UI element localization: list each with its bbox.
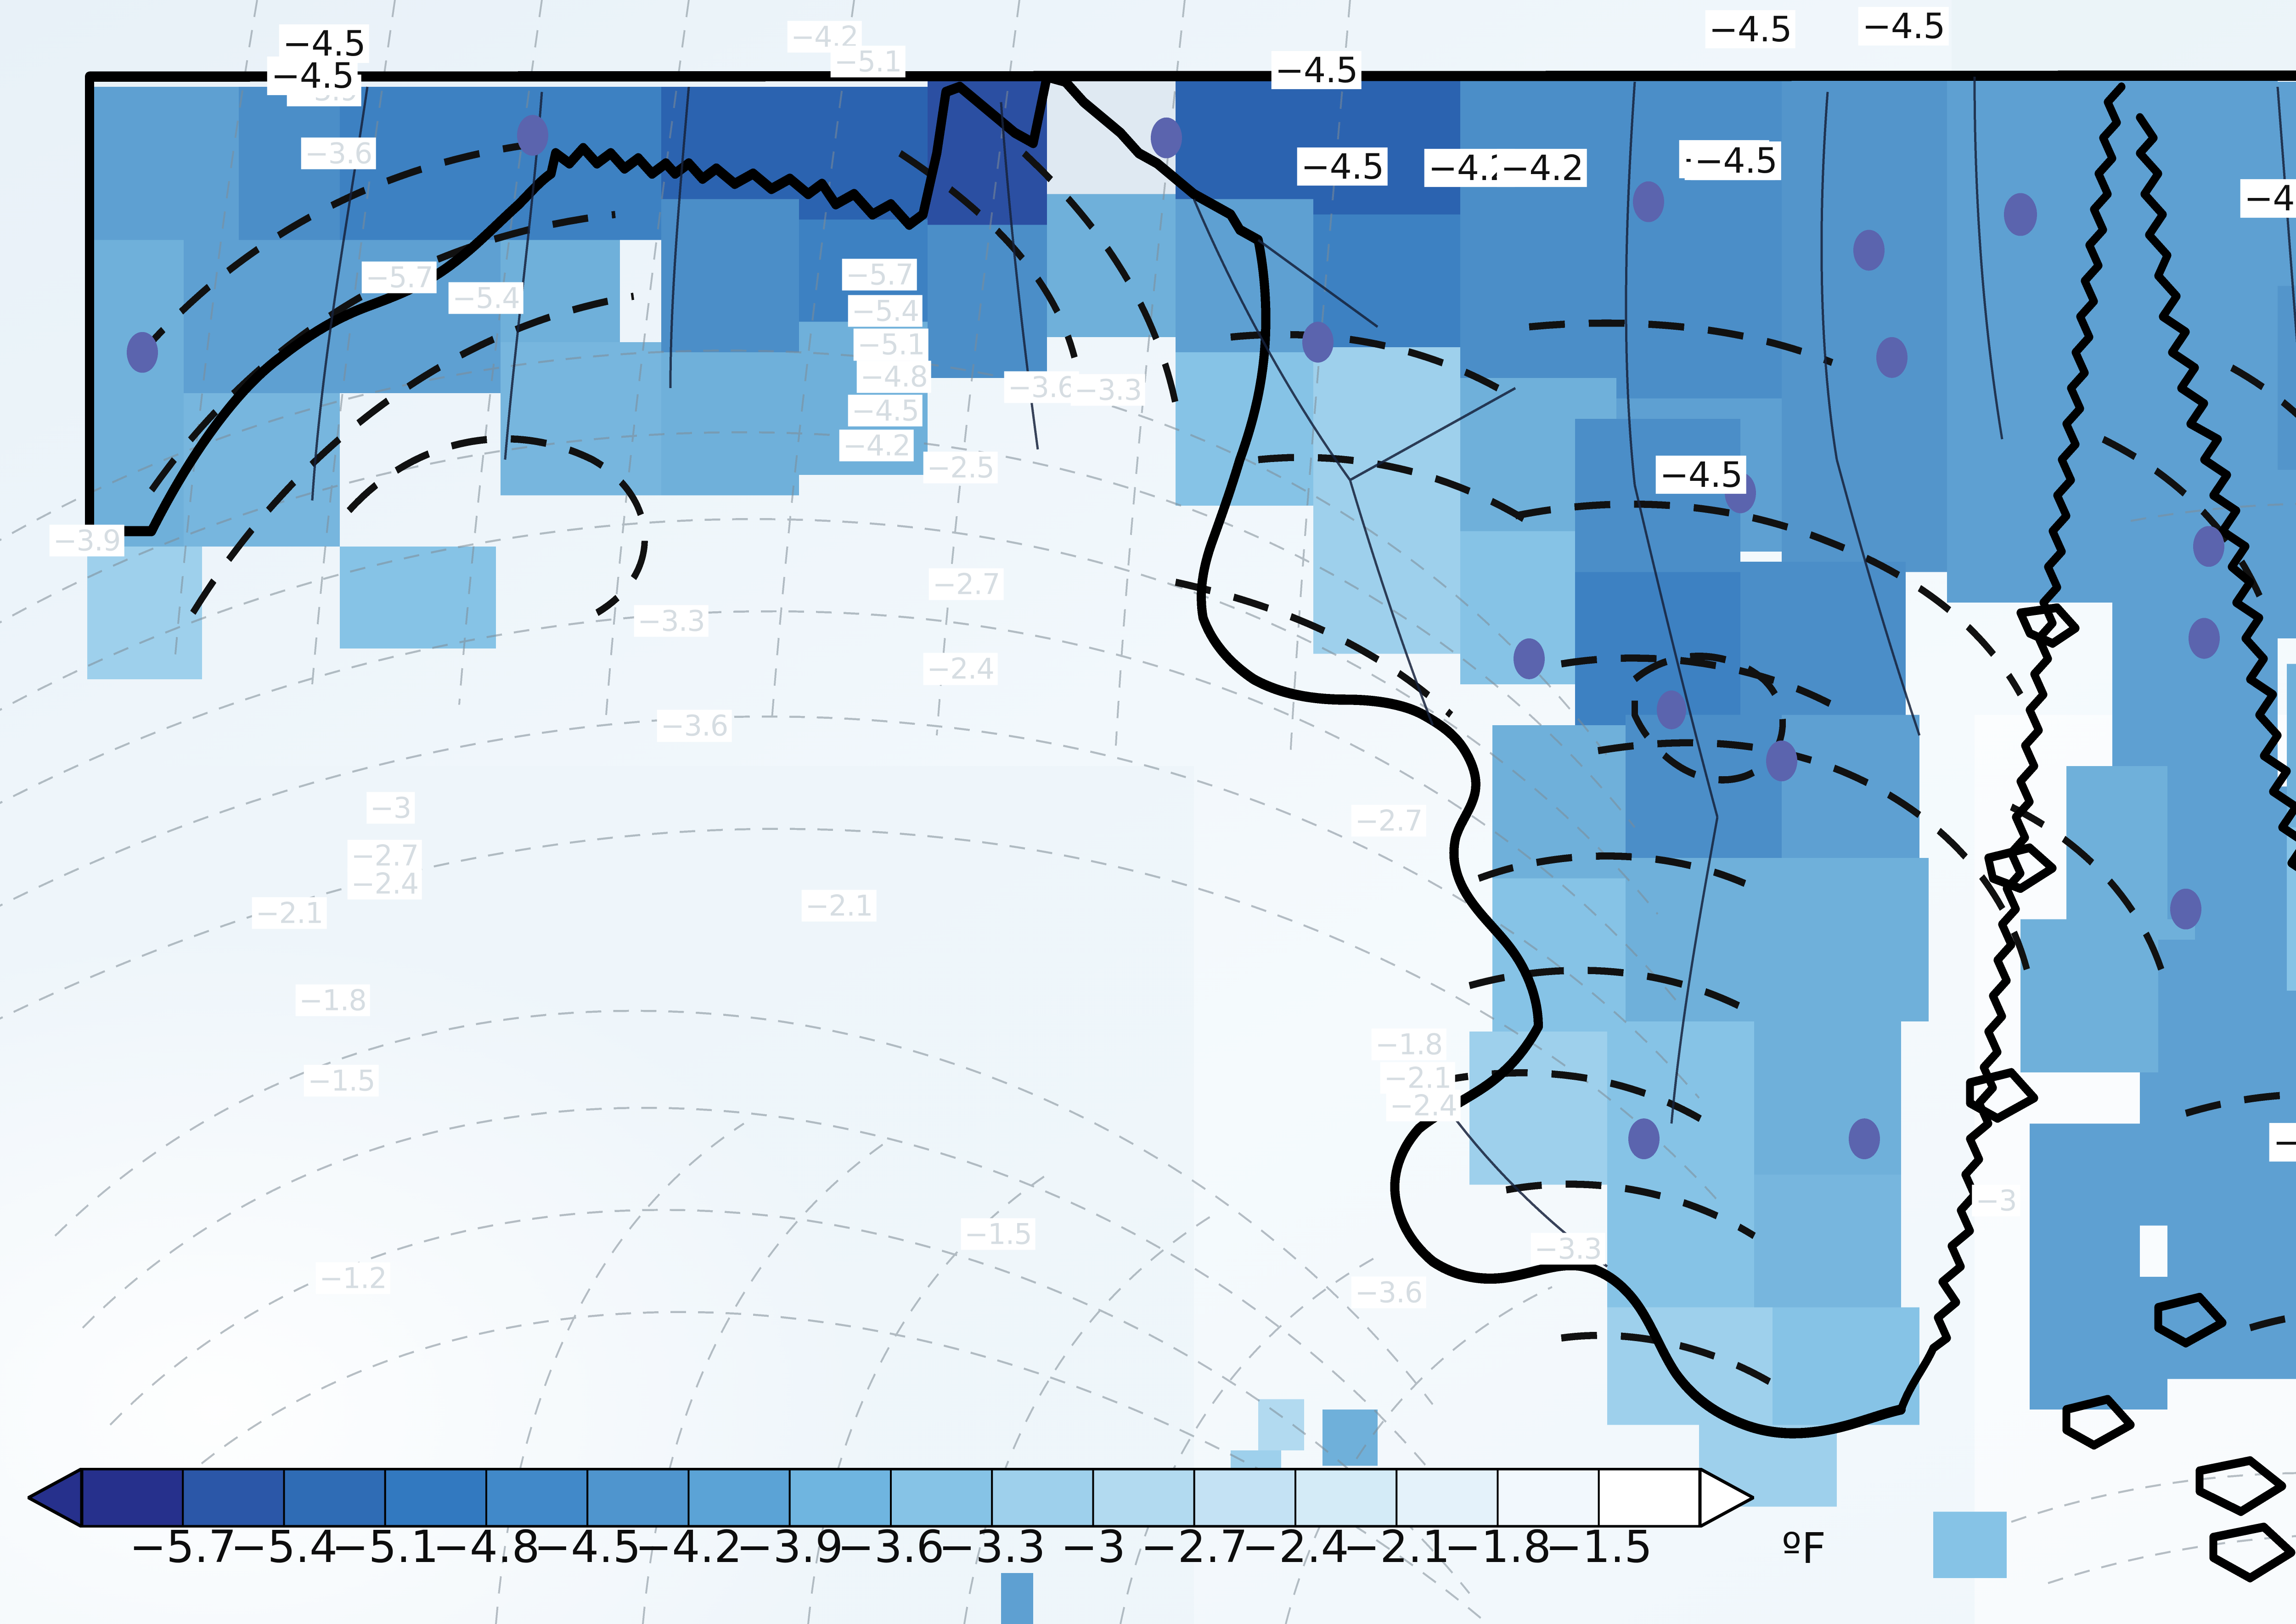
contour-label: −1.8 bbox=[295, 984, 370, 1016]
contour-label: −5.1 bbox=[830, 45, 906, 78]
contour-label: −2.4 bbox=[1386, 1089, 1461, 1122]
colorbar-tick-labels: −5.7 −5.4 −5.1 −4.8 −4.5 −4.2 −3.9 −3.6 −3.3 −3 −2… bbox=[28, 1525, 1754, 1580]
contour-label: −4.5 bbox=[1656, 455, 1746, 494]
colorbar-tick-4: −4.5 bbox=[534, 1521, 641, 1573]
contour-label: −3.9 bbox=[49, 524, 124, 557]
contour-label: −2.1 bbox=[801, 890, 877, 922]
contour-label: −3.6 bbox=[1004, 371, 1079, 403]
contour-label: −4.5 bbox=[1271, 51, 1362, 90]
colorbar-tick-8: −3.3 bbox=[938, 1521, 1046, 1573]
contour-label: −4.2 bbox=[2269, 1122, 2296, 1162]
contour-label: −1.8 bbox=[1371, 1028, 1446, 1060]
colorbar-tick-10: −2.7 bbox=[1141, 1521, 1248, 1573]
contour-label: −2.5 bbox=[923, 451, 998, 484]
contour-label: −5.7 bbox=[842, 259, 917, 291]
contour-label: −3.3 bbox=[1070, 374, 1146, 406]
contour-label: −2.7 bbox=[347, 840, 422, 872]
contour-label: −2.7 bbox=[1351, 805, 1426, 837]
contour-label: −4.2 bbox=[2240, 179, 2296, 218]
contour-label: −2.4 bbox=[923, 653, 998, 685]
contour-label: −3.6 bbox=[301, 137, 376, 169]
colorbar-tick-1: −5.4 bbox=[230, 1521, 338, 1573]
colorbar-swatches[interactable] bbox=[28, 1468, 1754, 1528]
contour-label: −3.6 bbox=[1351, 1276, 1426, 1308]
contour-label: −4.2 bbox=[1497, 148, 1587, 187]
colorbar-tick-5: −4.2 bbox=[635, 1521, 743, 1573]
contour-label: −2.1 bbox=[252, 897, 327, 929]
contour-label: −4.5 bbox=[848, 395, 923, 427]
contour-label: −4.5 bbox=[1297, 147, 1388, 186]
contour-label: −5.4 bbox=[848, 295, 923, 327]
contour-label: −4.5 bbox=[267, 56, 358, 96]
contour-label: −4.8 bbox=[856, 361, 931, 393]
colorbar-tick-14: −1.5 bbox=[1545, 1521, 1653, 1573]
contour-label: −5.4 bbox=[449, 282, 523, 314]
colorbar-tick-7: −3.6 bbox=[837, 1521, 945, 1573]
contour-label: −3.6 bbox=[657, 710, 732, 742]
contour-label: −4.5 bbox=[1705, 10, 1795, 49]
contour-label: −4.2 bbox=[787, 20, 862, 53]
contour-label: −4.5 bbox=[279, 24, 369, 63]
contour-label: −4.5 bbox=[1858, 7, 1949, 46]
contour-label: −1.2 bbox=[315, 1262, 390, 1294]
colorbar-tick-0: −5.7 bbox=[129, 1521, 236, 1573]
colorbar-unit-label: ºF bbox=[1782, 1524, 1826, 1573]
contour-label: −4.5 bbox=[1690, 141, 1781, 180]
contour-label: −3.3 bbox=[634, 604, 709, 637]
contour-label: −3.3 bbox=[1531, 1233, 1605, 1265]
colorbar-tick-13: −1.8 bbox=[1444, 1521, 1552, 1573]
contour-label: −1.5 bbox=[961, 1218, 1035, 1250]
colorbar-tick-11: −2.4 bbox=[1242, 1521, 1349, 1573]
colorbar-tick-12: −2.1 bbox=[1343, 1521, 1450, 1573]
station-markers bbox=[127, 115, 2224, 1160]
contour-label: −5.7 bbox=[362, 261, 437, 293]
colorbar[interactable]: −5.7 −5.4 −5.1 −4.8 −4.5 −4.2 −3.9 −3.6 −3.3 −3 −2… bbox=[28, 1468, 1754, 1606]
contour-label: −3 bbox=[1972, 1184, 2020, 1217]
contour-label: −2.4 bbox=[347, 868, 422, 900]
colorbar-tick-6: −3.9 bbox=[736, 1521, 844, 1573]
contour-label: −1.5 bbox=[304, 1065, 379, 1097]
colorbar-tick-2: −5.1 bbox=[332, 1521, 439, 1573]
contour-label: −4.2 bbox=[839, 429, 914, 462]
colorbar-tick-9: −3 bbox=[1060, 1521, 1126, 1573]
contour-label: −5.1 bbox=[854, 328, 929, 361]
contour-label: −2.7 bbox=[929, 568, 1004, 600]
contour-label: −2.1 bbox=[1380, 1062, 1455, 1094]
colorbar-tick-3: −4.8 bbox=[433, 1521, 540, 1573]
contour-label: −3 bbox=[366, 791, 415, 824]
